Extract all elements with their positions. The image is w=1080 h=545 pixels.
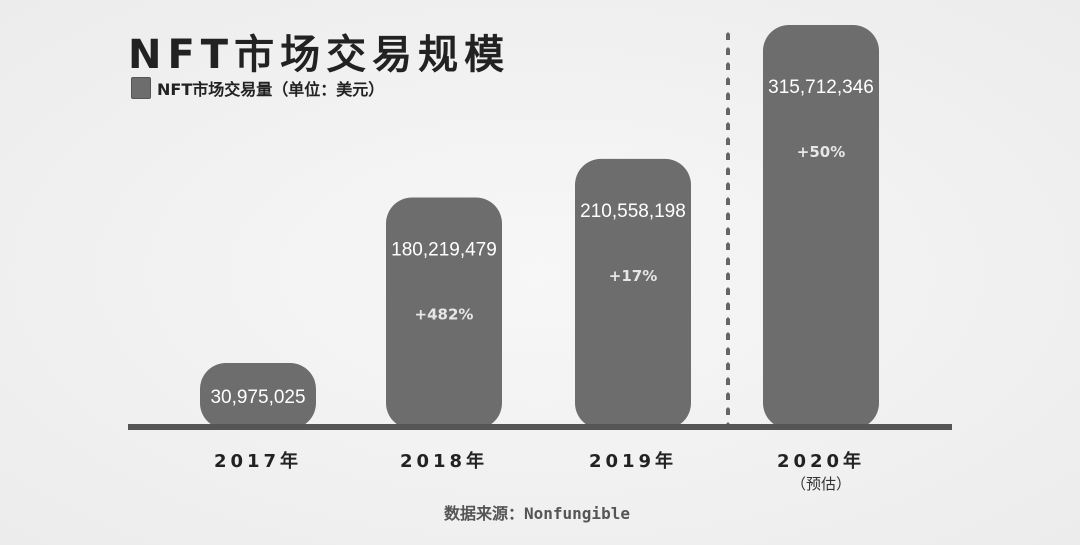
divider-dash: [726, 257, 730, 265]
divider-dash: [726, 107, 730, 115]
growth-label: +17%: [609, 267, 657, 285]
x-tick-label: 2019年: [588, 451, 678, 472]
divider-dash: [726, 347, 730, 355]
value-label: 180,219,479: [391, 240, 497, 261]
legend-swatch: [131, 77, 151, 99]
divider-dash: [726, 302, 730, 310]
divider-dash: [726, 332, 730, 340]
x-tick-label: 2017年: [213, 451, 303, 472]
divider-dash: [726, 287, 730, 295]
divider-dash: [726, 227, 730, 235]
value-label: 315,712,346: [768, 77, 874, 98]
value-label: 30,975,025: [210, 387, 305, 408]
divider-dash: [726, 92, 730, 100]
divider-dash: [726, 197, 730, 205]
divider-dash: [726, 167, 730, 175]
divider-dash: [726, 182, 730, 190]
divider-dash: [726, 377, 730, 385]
chart-title: NFT市场交易规模: [128, 32, 511, 78]
x-tick-label: 2018年: [399, 451, 489, 472]
legend-label: NFT市场交易量（单位：美元）: [157, 80, 385, 99]
legend: NFT市场交易量（单位：美元）: [131, 76, 384, 100]
divider-dash: [726, 62, 730, 70]
bar: [386, 197, 502, 429]
divider-dash: [726, 32, 730, 40]
growth-label: +482%: [415, 306, 474, 324]
divider-dash: [726, 272, 730, 280]
x-tick-label: 2020年: [776, 451, 866, 472]
divider-dash: [726, 392, 730, 400]
divider-dash: [726, 242, 730, 250]
divider-dash: [726, 407, 730, 415]
divider-dash: [726, 152, 730, 160]
divider-dash: [726, 77, 730, 85]
divider-dash: [726, 212, 730, 220]
divider-dash: [726, 317, 730, 325]
divider-dash: [726, 122, 730, 130]
divider-dash: [726, 47, 730, 55]
bar: [575, 158, 691, 430]
x-axis-baseline: [128, 424, 952, 430]
value-label: 210,558,198: [580, 201, 686, 222]
estimate-note: （预估）: [790, 475, 851, 493]
bar: [763, 25, 879, 429]
divider-dash: [726, 362, 730, 370]
data-source: 数据来源：Nonfungible: [444, 504, 630, 523]
bar: [200, 363, 316, 429]
growth-label: +50%: [797, 143, 845, 161]
divider-dash: [726, 137, 730, 145]
